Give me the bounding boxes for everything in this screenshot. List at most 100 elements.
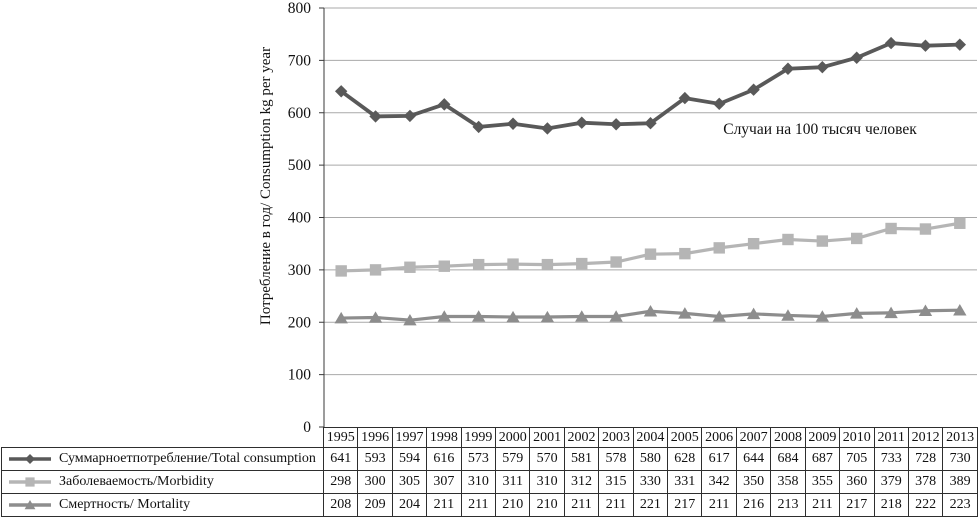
y-tick-label: 600 bbox=[288, 105, 312, 122]
diamond-marker bbox=[472, 120, 485, 134]
value-cell: 211 bbox=[804, 493, 841, 517]
square-marker bbox=[885, 222, 897, 235]
value-cell: 360 bbox=[839, 470, 875, 494]
value-cell: 330 bbox=[632, 470, 669, 494]
value-cell: 728 bbox=[907, 447, 944, 471]
y-tick-label: 200 bbox=[288, 314, 312, 331]
diamond-marker bbox=[644, 117, 657, 130]
table-row-series: Суммарноетпотребление/Total consumption 6… bbox=[1, 447, 978, 471]
series-line bbox=[340, 41, 960, 131]
triangle-legend-icon bbox=[9, 499, 51, 510]
square-marker bbox=[404, 261, 416, 273]
diamond-marker bbox=[541, 122, 554, 135]
table-row-series: Заболеваемость/Morbidity 298 300 305 307 310 3… bbox=[1, 470, 978, 494]
y-axis-title: Потребление в год/ Consumption kg per ye… bbox=[258, 46, 274, 326]
diamond-marker bbox=[850, 51, 863, 64]
value-cell: 342 bbox=[701, 470, 737, 494]
chart-annotation: Случаи на 100 тысяч человек bbox=[723, 121, 917, 138]
value-cell: 217 bbox=[667, 493, 703, 517]
diamond-marker bbox=[816, 60, 829, 74]
value-cell: 305 bbox=[391, 470, 428, 494]
square-marker bbox=[438, 260, 450, 272]
value-cell: 300 bbox=[357, 470, 393, 494]
diamond-legend-icon bbox=[9, 453, 51, 464]
value-cell: 705 bbox=[839, 447, 875, 471]
value-cell: 210 bbox=[529, 493, 565, 517]
square-marker bbox=[610, 256, 622, 268]
value-cell: 331 bbox=[667, 470, 703, 494]
value-cell: 211 bbox=[460, 493, 497, 517]
triangle-marker bbox=[609, 310, 623, 322]
y-tick-label: 0 bbox=[303, 419, 311, 436]
value-cell: 684 bbox=[770, 447, 806, 471]
value-cell: 733 bbox=[873, 447, 909, 471]
diamond-marker bbox=[438, 98, 451, 111]
value-cell: 687 bbox=[804, 447, 841, 471]
value-cell: 211 bbox=[701, 493, 737, 517]
diamond-marker bbox=[953, 38, 967, 51]
value-cell: 213 bbox=[770, 493, 806, 517]
triangle-marker bbox=[540, 310, 555, 323]
y-tick-label: 800 bbox=[288, 0, 312, 17]
value-cell: 578 bbox=[598, 447, 634, 471]
y-tick-label: 400 bbox=[288, 210, 312, 227]
year-cell: 1995 bbox=[322, 427, 359, 448]
legend-spacer bbox=[2, 428, 324, 448]
triangle-marker bbox=[334, 311, 348, 324]
triangle-marker bbox=[953, 304, 967, 316]
triangle-marker bbox=[368, 311, 383, 323]
square-marker bbox=[713, 242, 725, 254]
square-marker bbox=[369, 264, 382, 276]
table-row-years: 1995 1996 1997 1998 1999 2000 2001 2002 2003 2004… bbox=[2, 427, 978, 448]
value-cell: 311 bbox=[495, 470, 531, 494]
value-cell: 211 bbox=[426, 493, 462, 517]
value-cell: 573 bbox=[460, 447, 497, 471]
square-marker bbox=[679, 247, 691, 260]
legend-item: Смертность/ Mortality bbox=[1, 493, 324, 517]
diamond-marker bbox=[678, 91, 692, 105]
value-cell: 358 bbox=[770, 470, 806, 494]
triangle-marker bbox=[403, 313, 417, 326]
triangle-legend-marker bbox=[24, 499, 36, 510]
square-marker bbox=[782, 233, 794, 246]
value-cell: 216 bbox=[735, 493, 772, 517]
diamond-marker bbox=[575, 116, 588, 129]
value-cell: 570 bbox=[529, 447, 565, 471]
y-tick-label: 500 bbox=[288, 157, 312, 174]
value-cell: 315 bbox=[598, 470, 634, 494]
value-cell: 211 bbox=[563, 493, 600, 517]
year-cell: 2002 bbox=[563, 427, 600, 448]
diamond-marker bbox=[919, 39, 932, 52]
value-cell: 644 bbox=[735, 447, 772, 471]
year-cell: 1997 bbox=[391, 427, 428, 448]
square-marker bbox=[954, 217, 966, 229]
triangle-marker bbox=[781, 309, 795, 321]
value-cell: 310 bbox=[460, 470, 497, 494]
value-cell: 210 bbox=[495, 493, 531, 517]
year-cell: 2012 bbox=[907, 427, 944, 448]
triangle-marker bbox=[746, 307, 761, 320]
value-cell: 222 bbox=[907, 493, 944, 517]
legend-label: Заболеваемость/Morbidity bbox=[59, 473, 214, 489]
line-plot: 0 100 200 300 400 500 600 700 800 bbox=[288, 0, 977, 436]
diamond-marker bbox=[884, 36, 898, 50]
year-cell: 2001 bbox=[529, 427, 565, 448]
legend-item: Заболеваемость/Morbidity bbox=[1, 470, 324, 494]
year-cell: 2007 bbox=[735, 427, 772, 448]
data-table: 1995 1996 1997 1998 1999 2000 2001 2002 2003 2004… bbox=[1, 427, 978, 517]
table-row-series: Смертность/ Mortality 208 209 204 211 211 210 2… bbox=[1, 493, 978, 517]
triangle-marker bbox=[815, 310, 830, 322]
legend-label: Смертность/ Mortality bbox=[59, 496, 191, 512]
square-marker bbox=[507, 258, 519, 270]
triangle-marker bbox=[471, 310, 486, 322]
value-cell: 209 bbox=[357, 493, 393, 517]
triangle-marker bbox=[437, 310, 451, 322]
diamond-marker bbox=[713, 97, 726, 111]
value-cell: 310 bbox=[529, 470, 565, 494]
value-cell: 580 bbox=[632, 447, 669, 471]
value-cell: 581 bbox=[563, 447, 600, 471]
diamond-legend-marker bbox=[25, 453, 35, 464]
year-cell: 2009 bbox=[804, 427, 841, 448]
value-cell: 593 bbox=[357, 447, 393, 471]
triangle-marker bbox=[884, 306, 898, 319]
